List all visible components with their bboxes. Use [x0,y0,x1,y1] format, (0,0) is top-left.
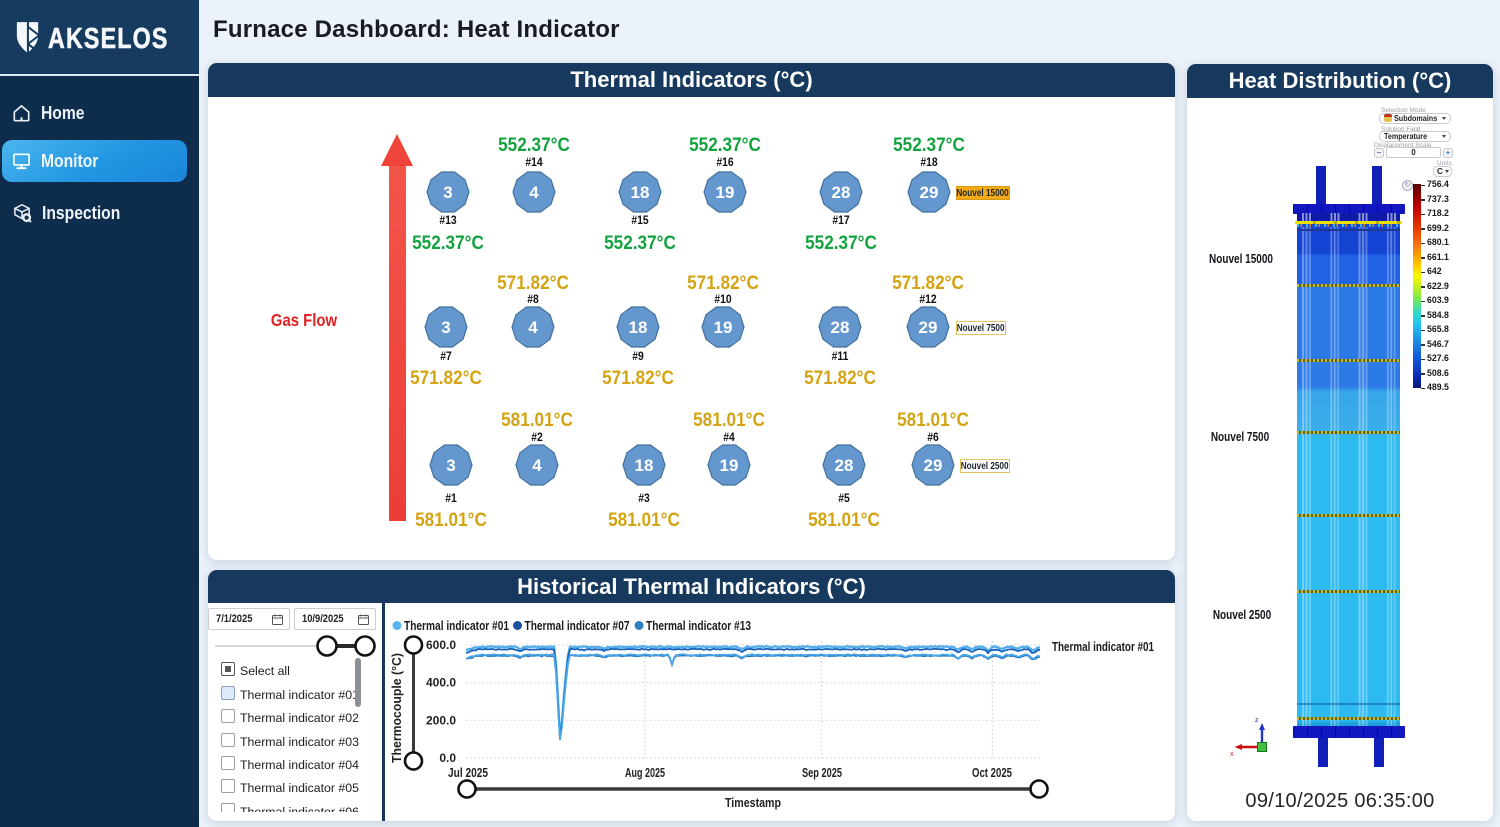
svg-text:29: 29 [920,183,939,202]
svg-text:Thermal indicator #01: Thermal indicator #01 [404,618,509,633]
svg-text:3: 3 [441,318,450,337]
svg-text:19: 19 [720,456,739,475]
svg-text:200.0: 200.0 [426,713,456,727]
svg-text:Aug 2025: Aug 2025 [625,765,665,780]
svg-text:3: 3 [443,183,452,202]
svg-text:z: z [1255,717,1259,724]
svg-text:0.0: 0.0 [439,751,456,765]
svg-text:18: 18 [635,456,654,475]
svg-text:4: 4 [532,456,542,475]
svg-text:600.0: 600.0 [426,638,456,652]
svg-text:Jul 2025: Jul 2025 [448,765,488,780]
svg-text:19: 19 [714,318,733,337]
svg-text:x: x [1230,751,1234,758]
svg-text:28: 28 [832,183,851,202]
svg-text:4: 4 [529,183,539,202]
svg-text:3: 3 [446,456,455,475]
svg-text:29: 29 [919,318,938,337]
svg-text:Oct 2025: Oct 2025 [972,765,1012,780]
svg-text:28: 28 [831,318,850,337]
svg-text:Sep 2025: Sep 2025 [802,765,842,780]
svg-text:400.0: 400.0 [426,676,456,690]
svg-text:29: 29 [924,456,943,475]
svg-text:19: 19 [716,183,735,202]
svg-text:18: 18 [631,183,650,202]
svg-text:Thermocouple (°C): Thermocouple (°C) [390,653,404,763]
svg-text:Thermal indicator #13: Thermal indicator #13 [646,618,751,633]
svg-text:Timestamp: Timestamp [725,796,781,810]
svg-text:18: 18 [629,318,648,337]
svg-text:4: 4 [528,318,538,337]
svg-text:Thermal indicator #01: Thermal indicator #01 [1052,639,1154,654]
svg-text:28: 28 [835,456,854,475]
svg-text:Thermal indicator #07: Thermal indicator #07 [525,618,630,633]
